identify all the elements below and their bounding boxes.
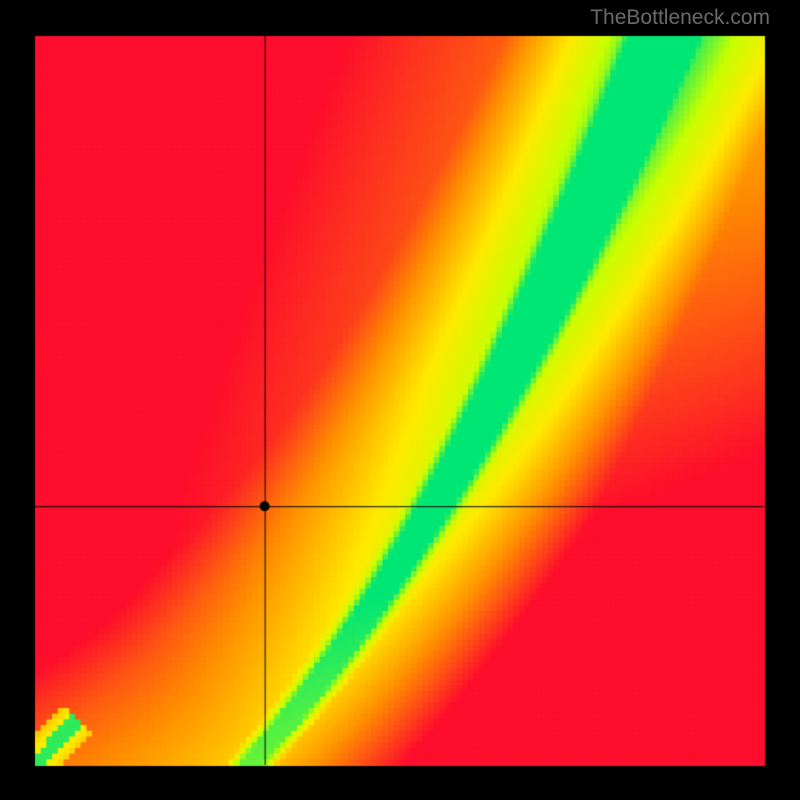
- heatmap-canvas: [0, 0, 800, 800]
- watermark-text: TheBottleneck.com: [590, 6, 770, 30]
- chart-container: TheBottleneck.com: [0, 0, 800, 800]
